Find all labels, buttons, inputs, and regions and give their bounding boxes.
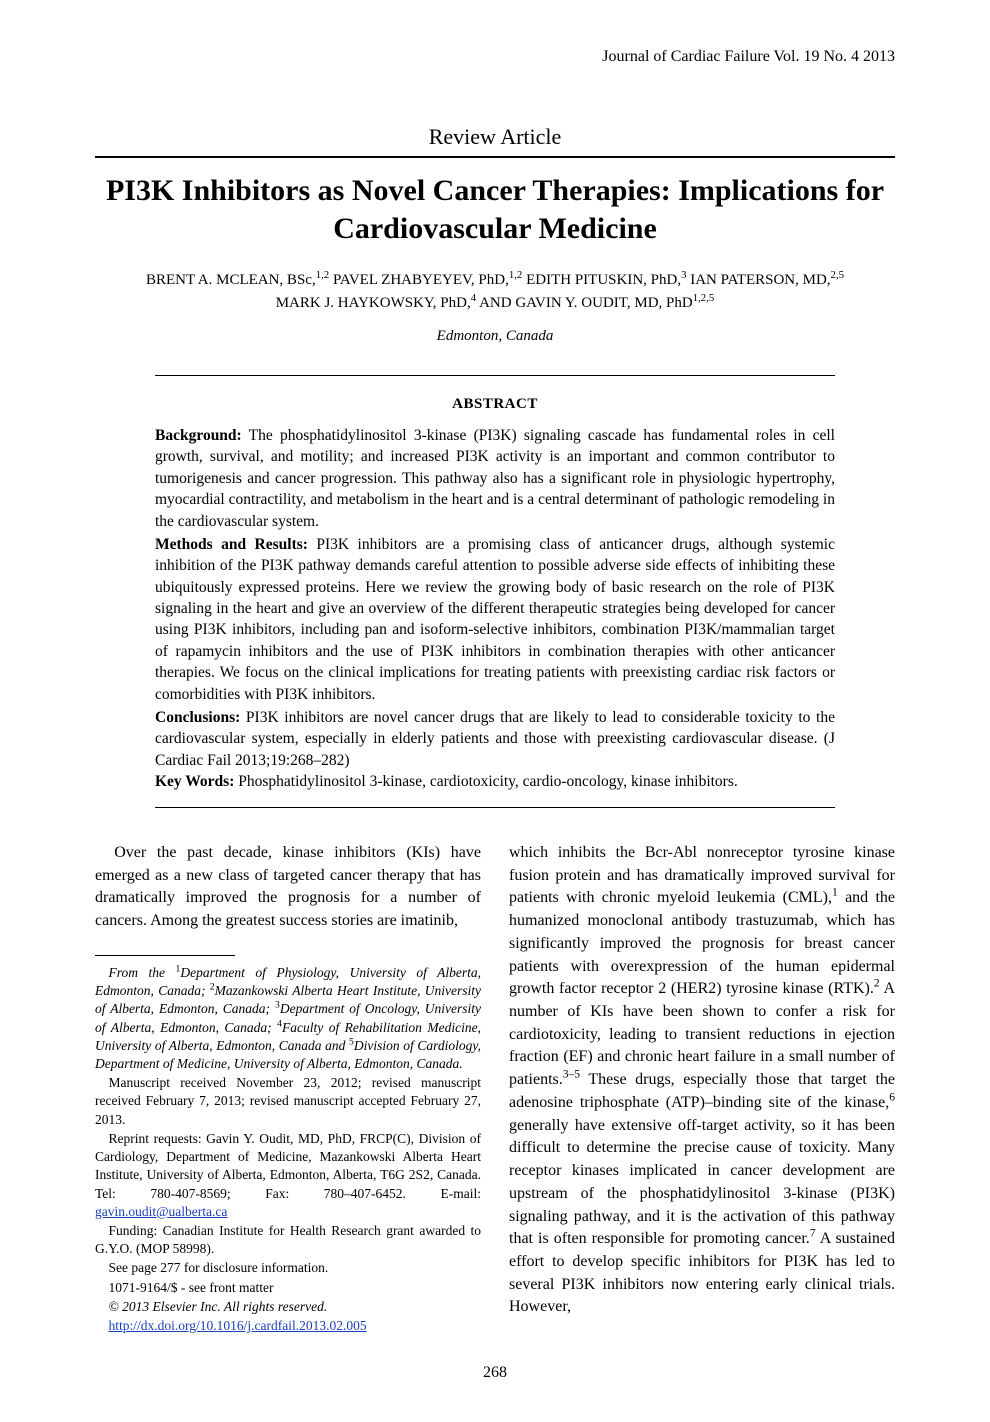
email-link[interactable]: gavin.oudit@ualberta.ca	[95, 1204, 227, 1219]
article-title: PI3K Inhibitors as Novel Cancer Therapie…	[95, 172, 895, 247]
keywords-label: Key Words:	[155, 773, 234, 790]
abstract-box: ABSTRACT Background: The phosphatidylino…	[155, 375, 835, 808]
author-affil-sup: 4	[471, 292, 476, 304]
footnote-manuscript: Manuscript received November 23, 2012; r…	[95, 1074, 481, 1129]
author-location: Edmonton, Canada	[95, 328, 895, 345]
author-affil-sup: 2,5	[831, 269, 845, 281]
footnote-rule	[95, 955, 235, 956]
author-name: GAVIN Y. OUDIT, MD, PhD	[515, 295, 692, 311]
abstract-background: Background: The phosphatidylinositol 3-k…	[155, 425, 835, 532]
keywords-text: Phosphatidylinositol 3-kinase, cardiotox…	[234, 773, 737, 790]
page-number: 268	[95, 1364, 895, 1382]
author-name: BRENT A. MCLEAN, BSc,	[146, 272, 316, 288]
author-affil-sup: 1,2,5	[693, 292, 715, 304]
author-affil-sup: 3	[681, 269, 686, 281]
author-name: EDITH PITUSKIN, PhD,	[526, 272, 681, 288]
author-affil-sup: 1,2	[316, 269, 330, 281]
footnote-affiliations: From the 1Department of Physiology, Univ…	[95, 964, 481, 1073]
footnote-from: From the	[109, 965, 176, 980]
abstract-label: Background:	[155, 427, 242, 444]
author-name: PAVEL ZHABYEYEV, PhD,	[333, 272, 509, 288]
doi-link[interactable]: http://dx.doi.org/10.1016/j.cardfail.201…	[109, 1318, 367, 1333]
body-paragraph: which inhibits the Bcr-Abl nonreceptor t…	[509, 842, 895, 1319]
footnotes: From the 1Department of Physiology, Univ…	[95, 964, 481, 1335]
article-type: Review Article	[95, 124, 895, 150]
abstract-heading: ABSTRACT	[155, 396, 835, 413]
body-column-right: which inhibits the Bcr-Abl nonreceptor t…	[509, 842, 895, 1336]
copyright-text: © 2013 Elsevier Inc. All rights reserved…	[109, 1299, 328, 1314]
body-column-left: Over the past decade, kinase inhibitors …	[95, 842, 481, 1336]
abstract-methods: Methods and Results: PI3K inhibitors are…	[155, 534, 835, 705]
abstract-text: The phosphatidylinositol 3-kinase (PI3K)…	[155, 427, 835, 530]
rule-top	[95, 156, 895, 158]
author-affil-sup: 1,2	[509, 269, 523, 281]
keywords: Key Words: Phosphatidylinositol 3-kinase…	[155, 773, 835, 791]
author-name: IAN PATERSON, MD,	[690, 272, 830, 288]
reprint-text: Reprint requests: Gavin Y. Oudit, MD, Ph…	[95, 1131, 481, 1201]
body-text: generally have extensive off-target acti…	[509, 1117, 895, 1248]
abstract-label: Conclusions:	[155, 709, 240, 726]
abstract-conclusions: Conclusions: PI3K inhibitors are novel c…	[155, 707, 835, 771]
citation-sup: 6	[889, 1092, 895, 1104]
page: Journal of Cardiac Failure Vol. 19 No. 4…	[0, 0, 990, 1422]
author-list: BRENT A. MCLEAN, BSc,1,2 PAVEL ZHABYEYEV…	[95, 269, 895, 314]
author-and: AND	[479, 295, 515, 311]
journal-header: Journal of Cardiac Failure Vol. 19 No. 4…	[95, 48, 895, 66]
footnote-disclosure: See page 277 for disclosure information.	[95, 1259, 481, 1277]
footnote-funding: Funding: Canadian Institute for Health R…	[95, 1222, 481, 1258]
body-paragraph: Over the past decade, kinase inhibitors …	[95, 842, 481, 933]
footnote-reprint: Reprint requests: Gavin Y. Oudit, MD, Ph…	[95, 1130, 481, 1221]
footnote-issn: 1071-9164/$ - see front matter	[95, 1279, 481, 1297]
author-name: MARK J. HAYKOWSKY, PhD,	[276, 295, 471, 311]
abstract-label: Methods and Results:	[155, 536, 308, 553]
abstract-text: PI3K inhibitors are a promising class of…	[155, 536, 835, 703]
abstract-text: PI3K inhibitors are novel cancer drugs t…	[155, 709, 835, 769]
citation-sup: 3–5	[563, 1069, 580, 1081]
footnote-copyright: © 2013 Elsevier Inc. All rights reserved…	[95, 1298, 481, 1316]
body-columns: Over the past decade, kinase inhibitors …	[95, 842, 895, 1336]
